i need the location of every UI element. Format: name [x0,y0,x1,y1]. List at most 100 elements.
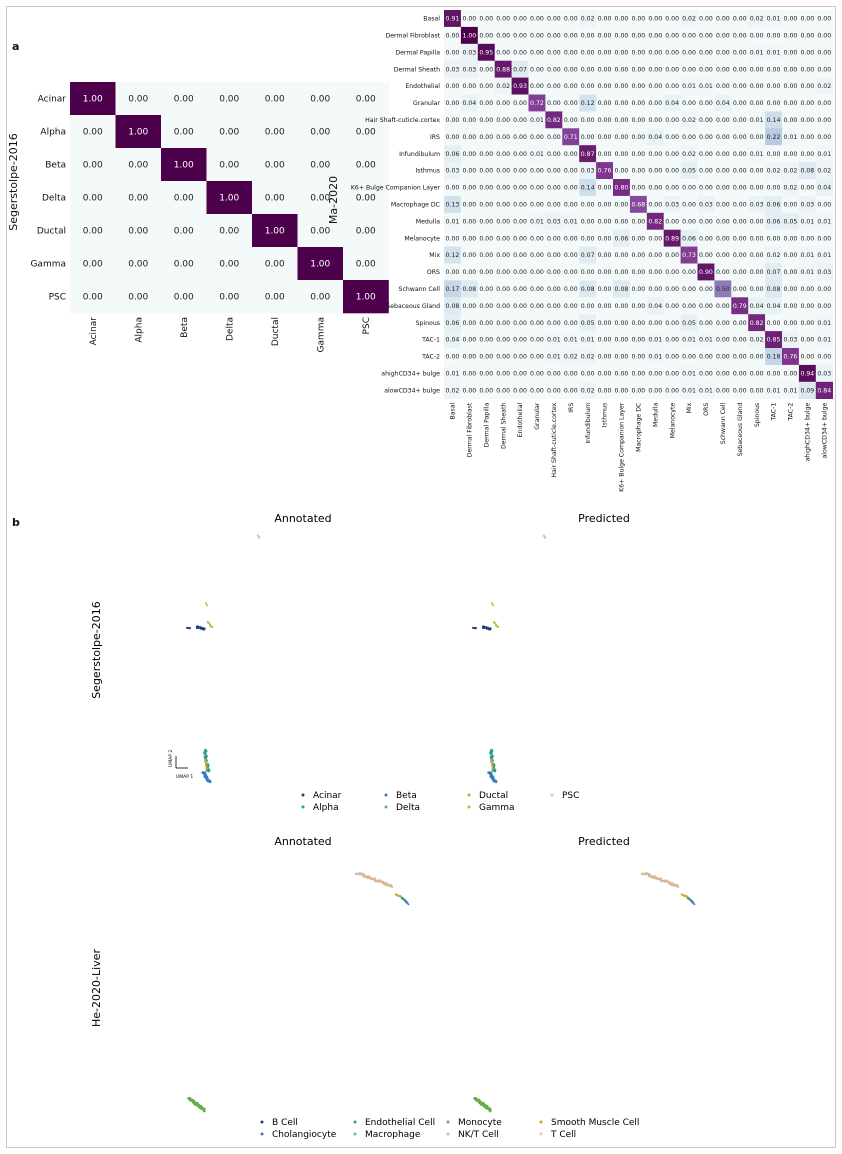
ma-cell [697,77,715,95]
ma-cell-value: 0.00 [513,354,527,361]
point [204,602,207,605]
seg-cell-value: 0.00 [128,95,148,105]
ma-cell [613,280,631,298]
ma-cell [545,381,563,399]
ma-cell [460,297,479,315]
point [207,621,210,625]
ma-cell-value: 0.00 [699,168,713,175]
ma-cell-value: 0.00 [598,320,612,327]
ma-cell [714,77,732,95]
ma-cell [629,364,648,383]
seg-cell-value: 1.00 [219,194,239,204]
ma-cell-value: 0.00 [631,66,645,73]
ma-cell [562,212,580,230]
ma-cell-value: 0.01 [530,117,544,124]
ma-cell [477,364,495,383]
ma-cell [596,195,614,214]
ma-cell [596,179,614,197]
ma-cell-value: 0.00 [598,151,612,158]
ma-cell-value: 0.00 [665,33,679,40]
ma-cell [460,94,479,112]
umap-he-legend-swatch [260,1120,264,1124]
ma-cell-value: 0.00 [530,354,544,361]
ma-cell [629,145,648,163]
ma-cell-value: 0.00 [598,134,612,141]
ma-cell [731,26,749,45]
umap-seg-legend-label: Ductal [479,791,508,801]
ma-cell-value: 0.00 [733,117,747,124]
umap-he-legend: B Cell Cholangiocyte Endothelial Cell Macro… [260,1118,639,1140]
ma-cell [782,179,800,197]
ma-cell [798,229,817,247]
seg-cell [343,82,389,116]
ma-cell [562,381,580,399]
ma-cell-value: 0.00 [784,49,798,56]
ma-cell-value: 0.00 [699,218,713,225]
ma-cell-value: 0.00 [496,100,510,107]
ma-cell-value: 0.00 [598,252,612,259]
ma-cell [511,314,529,332]
ma-col-label: K6+ Bulge Companion Layer [619,402,626,492]
ma-cell [562,195,580,214]
ma-cell-value: 0.00 [716,168,730,175]
ma-cell [613,43,631,61]
ma-cell [765,246,783,264]
ma-cell [562,94,580,112]
point [188,627,191,630]
ma-cell [748,246,766,264]
seg-cell-value: 0.00 [128,227,148,237]
ma-cell-value: 0.08 [800,168,814,175]
umap-seg-legend-label: Acinar [313,791,342,801]
ma-cell-value: 0.00 [699,117,713,124]
ma-cell-value: 0.01 [682,387,696,394]
ma-cell-value: 0.00 [615,33,629,40]
ma-cell-value: 0.00 [631,387,645,394]
ma-cell [748,381,766,399]
ma-cell [444,43,462,61]
ma-cell [460,111,479,129]
seg-cell [206,181,253,215]
ma-cell-value: 0.00 [784,151,798,158]
ma-cell-value: 0.00 [733,371,747,378]
ma-cell [528,297,546,315]
ma-cell [680,297,698,315]
ma-cell-value: 0.00 [682,49,696,56]
ma-cell [545,179,563,197]
ma-cell-value: 0.00 [564,320,578,327]
ma-cell-value: 0.00 [767,83,781,90]
ma-cell [629,26,648,45]
ma-cell [545,229,563,247]
ma-cell [494,195,512,214]
ma-cell [528,381,546,399]
seg-cell-value: 0.00 [128,293,148,303]
ma-cell [613,179,631,197]
ma-row-label: Macrophage DC [391,202,440,209]
ma-cell-value: 0.00 [716,320,730,327]
ma-cell-value: 0.00 [750,134,764,141]
ma-cell [629,179,648,197]
ma-cell [579,77,597,95]
ma-cell [629,280,648,298]
ma-cell [680,348,698,366]
seg-col-label: Delta [225,317,235,341]
ma-cell [765,280,783,298]
umap-he-legend-label: B Cell [272,1118,298,1128]
ma-cell [731,145,749,163]
ma-cell [477,280,495,298]
ma-cell-value: 0.76 [784,354,798,361]
seg-cell-value: 0.00 [174,194,194,204]
ma-cell-value: 0.00 [817,16,831,23]
ma-cell [494,77,512,95]
ma-cell [731,179,749,197]
ma-cell [680,364,698,383]
umap-he-legend-swatch [353,1132,357,1136]
ma-cell [494,263,512,281]
ma-cell-value: 0.00 [699,33,713,40]
seg-cell [343,148,389,182]
ma-cell [663,10,681,28]
ma-cell-value: 0.00 [716,371,730,378]
point [404,899,407,902]
ma-cell-value: 0.00 [581,33,595,40]
ma-cell [680,26,698,45]
ma-cell [680,212,698,230]
